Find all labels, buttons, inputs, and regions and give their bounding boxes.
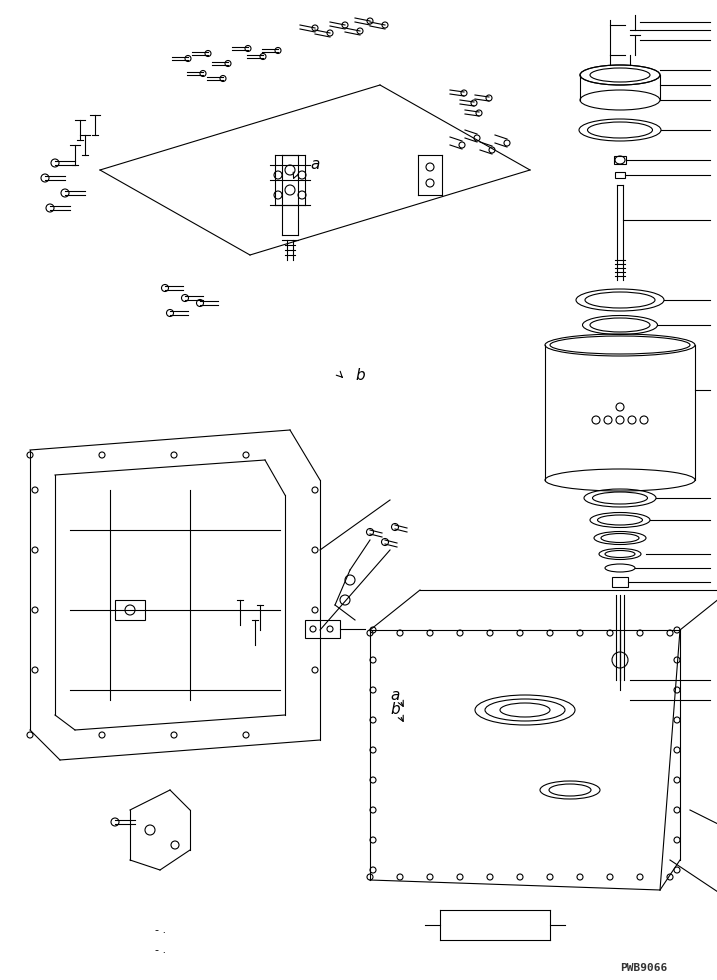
Text: a: a [310, 158, 319, 172]
Text: PWB9066: PWB9066 [620, 963, 668, 973]
Bar [305, 620, 340, 638]
Bar [615, 172, 625, 178]
Bar [115, 600, 145, 620]
Text: b: b [390, 703, 399, 717]
Text: - .: - . [155, 925, 166, 935]
Text: a: a [390, 688, 399, 703]
Bar [614, 156, 626, 164]
Text: b: b [355, 368, 365, 382]
Text: - .: - . [155, 945, 166, 955]
Bar [612, 577, 628, 587]
